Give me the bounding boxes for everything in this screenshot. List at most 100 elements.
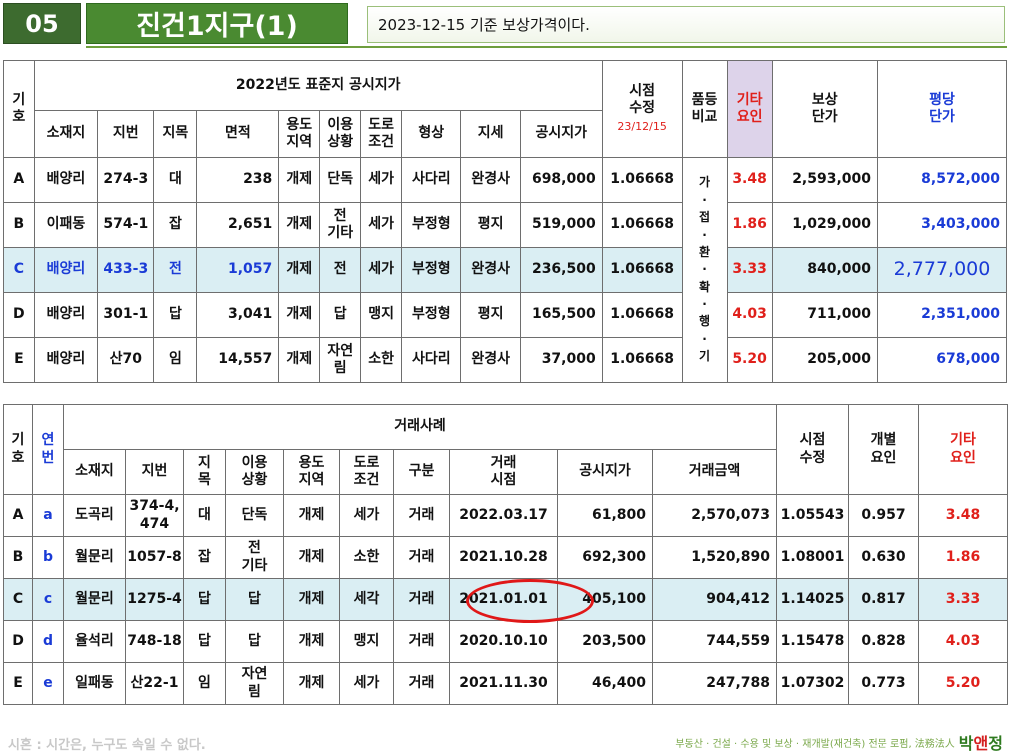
- row-land-category: 전: [153, 247, 198, 293]
- row-use: 자연 림: [319, 337, 362, 383]
- row-lot-number: 301-1: [97, 292, 155, 338]
- row-zone: 개제: [278, 157, 321, 203]
- table-row-highlighted: C c 월문리 1275-4 답 답 개제 세각 거래 2021.01.01 4…: [3, 578, 1009, 621]
- row-zone: 개제: [283, 578, 340, 621]
- row-compensation-price: 840,000: [771, 247, 879, 293]
- row-use: 전 기타: [319, 202, 362, 248]
- col-land-category: 지 목: [183, 449, 226, 495]
- standard-land-table: 기 호 2022년도 표준지 공시지가 시점 수정 23/12/15 품등 비교 …: [3, 60, 1007, 383]
- row-kind: 거래: [393, 620, 450, 663]
- row-compensation-price: 711,000: [771, 292, 879, 338]
- row-time-adjust: 1.06668: [601, 292, 683, 338]
- row-lot-number: 374-4, 474: [125, 494, 184, 537]
- row-transaction-amount: 2,570,073: [651, 494, 778, 537]
- row-official-price: 165,500: [519, 292, 603, 338]
- row-code: B: [3, 536, 33, 579]
- header-time-adjust: 시점 수정: [776, 404, 850, 495]
- row-terrain: 완경사: [460, 157, 521, 203]
- col-terrain: 지세: [460, 110, 521, 158]
- row-location: 율석리: [63, 620, 126, 663]
- row-transaction-amount: 904,412: [651, 578, 778, 621]
- row-shape: 사다리: [401, 157, 462, 203]
- col-location: 소재지: [33, 110, 99, 158]
- section-number: 05: [3, 3, 81, 44]
- row-land-category: 답: [183, 578, 226, 621]
- row-time-adjust: 1.08001: [776, 536, 850, 579]
- table-row: D d 율석리 748-18 답 답 개제 맹지 거래 2020.10.10 2…: [3, 620, 1009, 663]
- row-time-adjust: 1.06668: [601, 337, 683, 383]
- row-serial: a: [32, 494, 64, 537]
- reference-date-note: 2023-12-15 기준 보상가격이다.: [367, 6, 1005, 43]
- row-official-price: 698,000: [519, 157, 603, 203]
- row-time-adjust: 1.06668: [601, 202, 683, 248]
- row-land-category: 임: [183, 662, 226, 705]
- col-road: 도로 조건: [339, 449, 394, 495]
- row-shape: 부정형: [401, 202, 462, 248]
- row-road: 세가: [339, 494, 394, 537]
- row-pyeong-price: 3,403,000: [877, 202, 1007, 248]
- row-official-price: 236,500: [519, 247, 603, 293]
- row-other-factor: 3.48: [918, 494, 1009, 537]
- row-lot-number: 574-1: [97, 202, 155, 248]
- row-use: 답: [319, 292, 362, 338]
- row-kind: 거래: [393, 536, 450, 579]
- logo-part-a: 박: [958, 734, 974, 753]
- row-serial: e: [32, 662, 64, 705]
- row-other-factor: 3.33: [918, 578, 1009, 621]
- row-road: 소한: [339, 536, 394, 579]
- row-use: 답: [225, 578, 284, 621]
- row-location: 일패동: [63, 662, 126, 705]
- footer-firm: 부동산 · 건설 · 수용 및 보상 · 재개발(재건축) 전문 로펌, 法務法…: [675, 730, 1003, 754]
- row-serial: c: [32, 578, 64, 621]
- col-lot-number: 지번: [97, 110, 155, 158]
- row-land-category: 잡: [153, 202, 198, 248]
- row-road: 세가: [360, 157, 403, 203]
- table-row: E e 일패동 산22-1 임 자연 림 개제 세가 거래 2021.11.30…: [3, 662, 1009, 705]
- table-row: E 배양리 산70 임 14,557 개제 자연 림 소한 사다리 완경사 37…: [3, 337, 1007, 383]
- firm-logo: 박앤정: [959, 730, 1003, 754]
- row-pyeong-price: 678,000: [877, 337, 1007, 383]
- header-individual-factor: 개별 요인: [848, 404, 920, 495]
- row-location: 이패동: [33, 202, 99, 248]
- row-road: 세가: [339, 662, 394, 705]
- row-individual-factor: 0.817: [848, 578, 920, 621]
- row-pyeong-price: 8,572,000: [877, 157, 1007, 203]
- row-zone: 개제: [278, 247, 321, 293]
- row-transaction-amount: 1,520,890: [651, 536, 778, 579]
- col-use: 이용 상황: [319, 110, 362, 158]
- row-transaction-amount: 744,559: [651, 620, 778, 663]
- row-code: C: [3, 578, 33, 621]
- row-official-price: 405,100: [557, 578, 653, 621]
- row-other-factor: 4.03: [918, 620, 1009, 663]
- col-official-price: 공시지가: [519, 110, 603, 158]
- logo-part-b: 앤: [973, 734, 989, 753]
- row-transaction-date: 2021.10.28: [449, 536, 558, 579]
- row-official-price: 519,000: [519, 202, 603, 248]
- row-other-factor: 4.03: [726, 292, 773, 338]
- row-location: 배양리: [33, 157, 99, 203]
- col-land-category: 지목: [153, 110, 198, 158]
- row-area: 2,651: [196, 202, 280, 248]
- row-individual-factor: 0.773: [848, 662, 920, 705]
- col-use: 이용 상황: [225, 449, 284, 495]
- header-divider: [86, 46, 1007, 48]
- col-transaction-amount: 거래금액: [651, 449, 778, 495]
- row-road: 세가: [360, 247, 403, 293]
- col-shape: 형상: [401, 110, 462, 158]
- col-road: 도로 조건: [360, 110, 403, 158]
- row-terrain: 완경사: [460, 337, 521, 383]
- row-official-price: 61,800: [557, 494, 653, 537]
- row-land-category: 잡: [183, 536, 226, 579]
- row-zone: 개제: [283, 620, 340, 663]
- row-area: 1,057: [196, 247, 280, 293]
- row-code: B: [3, 202, 35, 248]
- row-lot-number: 748-18: [125, 620, 184, 663]
- row-road: 맹지: [360, 292, 403, 338]
- row-code: A: [3, 494, 33, 537]
- row-other-factor: 1.86: [726, 202, 773, 248]
- row-shape: 부정형: [401, 292, 462, 338]
- row-code: D: [3, 620, 33, 663]
- row-land-category: 답: [183, 620, 226, 663]
- row-official-price: 46,400: [557, 662, 653, 705]
- row-use: 전 기타: [225, 536, 284, 579]
